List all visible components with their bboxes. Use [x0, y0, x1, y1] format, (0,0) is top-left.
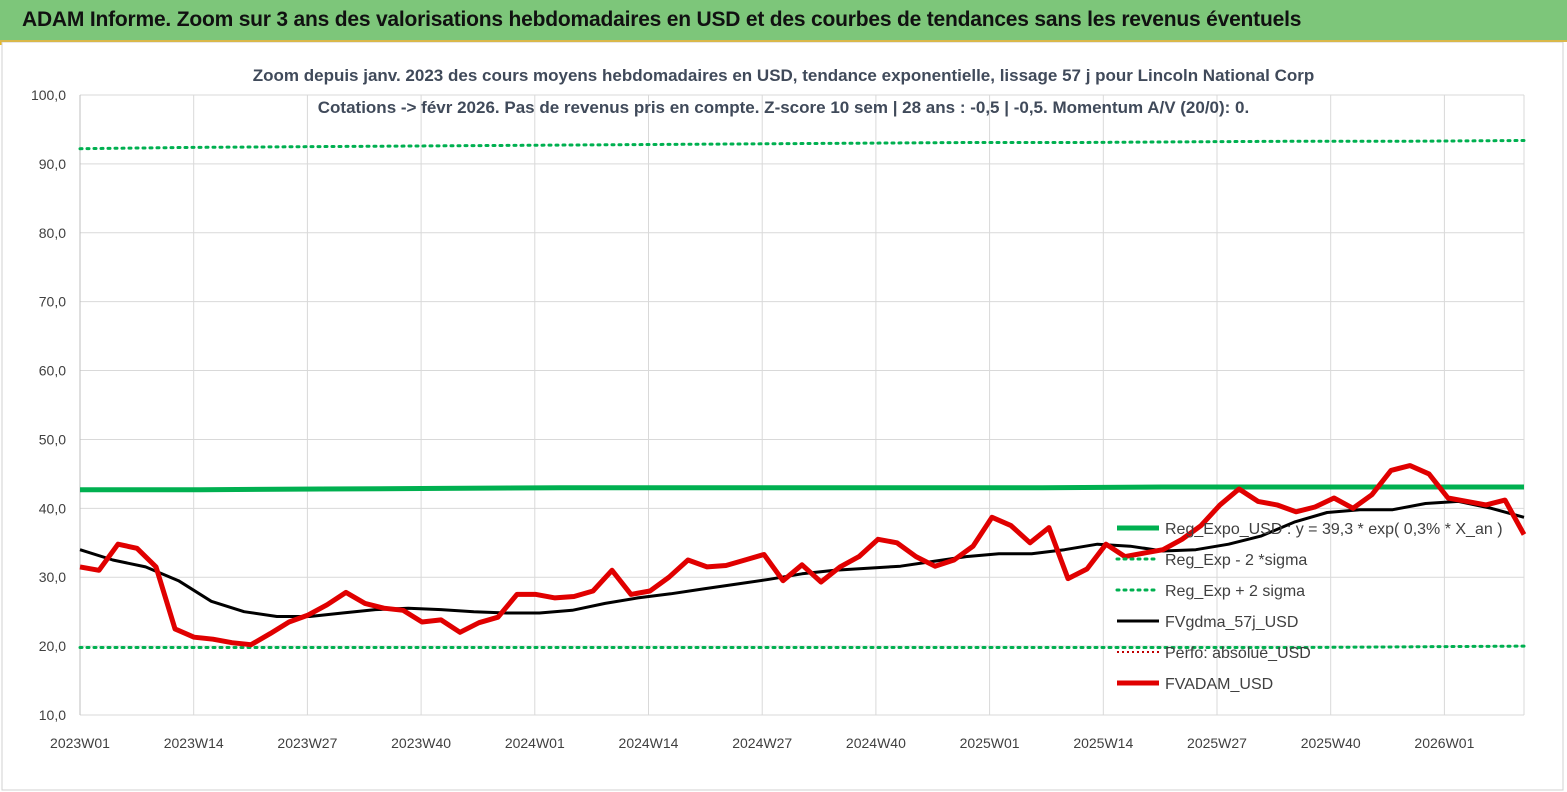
- y-axis-ticks: 100,0 90,0 80,0 70,0 60,0 50,0 40,0 30,0 20,0 10,…: [31, 87, 66, 723]
- x-tick-label: 2024W14: [619, 735, 679, 751]
- x-tick-label: 2023W14: [164, 735, 224, 751]
- legend-label: Perfo: absolue_USD: [1165, 645, 1311, 662]
- x-tick-label: 2025W27: [1187, 735, 1247, 751]
- x-tick-label: 2024W27: [732, 735, 792, 751]
- legend-label: FVADAM_USD: [1165, 676, 1273, 693]
- legend-label: Reg_Exp + 2 sigma: [1165, 583, 1305, 600]
- x-tick-label: 2024W01: [505, 735, 565, 751]
- y-tick-label: 30,0: [39, 569, 66, 585]
- chart-frame: [1, 42, 1564, 791]
- header-title: ADAM Informe. Zoom sur 3 ans des valoris…: [22, 8, 1302, 31]
- x-tick-label: 2024W40: [846, 735, 906, 751]
- series-fvgdma: [79, 499, 1525, 618]
- x-tick-label: 2025W14: [1073, 735, 1133, 751]
- legend: Reg_Expo_USD : y = 39,3 * exp( 0,3% * X_…: [1115, 521, 1503, 693]
- y-tick-label: 40,0: [39, 500, 66, 516]
- header-bar: ADAM Informe. Zoom sur 3 ans des valoris…: [0, 0, 1567, 42]
- y-tick-label: 100,0: [31, 87, 66, 103]
- series: [78, 139, 1527, 649]
- legend-label: Reg_Exp - 2 *sigma: [1165, 552, 1307, 569]
- x-tick-label: 2026W01: [1414, 735, 1474, 751]
- y-tick-label: 20,0: [39, 638, 66, 654]
- y-tick-label: 50,0: [39, 431, 66, 447]
- legend-label: FVgdma_57j_USD: [1165, 614, 1298, 631]
- x-tick-label: 2023W01: [50, 735, 110, 751]
- x-tick-label: 2025W40: [1301, 735, 1361, 751]
- series-reg-expo: [80, 484, 1524, 493]
- series-fvadam: [79, 463, 1527, 648]
- legend-label: Reg_Expo_USD : y = 39,3 * exp( 0,3% * X_…: [1165, 521, 1503, 538]
- chart: 100,0 90,0 80,0 70,0 60,0 50,0 40,0 30,0 20,0 10,…: [1, 42, 1564, 791]
- series-minus-2-sigma: [78, 644, 1526, 649]
- x-axis-ticks: 2023W01 2023W14 2023W27 2023W40 2024W01 2024W…: [50, 735, 1475, 751]
- y-tick-label: 10,0: [39, 707, 66, 723]
- y-tick-label: 80,0: [39, 225, 66, 241]
- x-tick-label: 2023W40: [391, 735, 451, 751]
- series-plus-2-sigma: [78, 139, 1526, 151]
- y-tick-label: 70,0: [39, 294, 66, 310]
- y-tick-label: 60,0: [39, 363, 66, 379]
- x-tick-label: 2025W01: [960, 735, 1020, 751]
- chart-title-line-1: Zoom depuis janv. 2023 des cours moyens …: [252, 66, 1315, 85]
- x-tick-label: 2023W27: [277, 735, 337, 751]
- grid: [79, 94, 1525, 716]
- y-tick-label: 90,0: [39, 156, 66, 172]
- chart-title-line-2: Cotations -> févr 2026. Pas de revenus p…: [317, 98, 1250, 117]
